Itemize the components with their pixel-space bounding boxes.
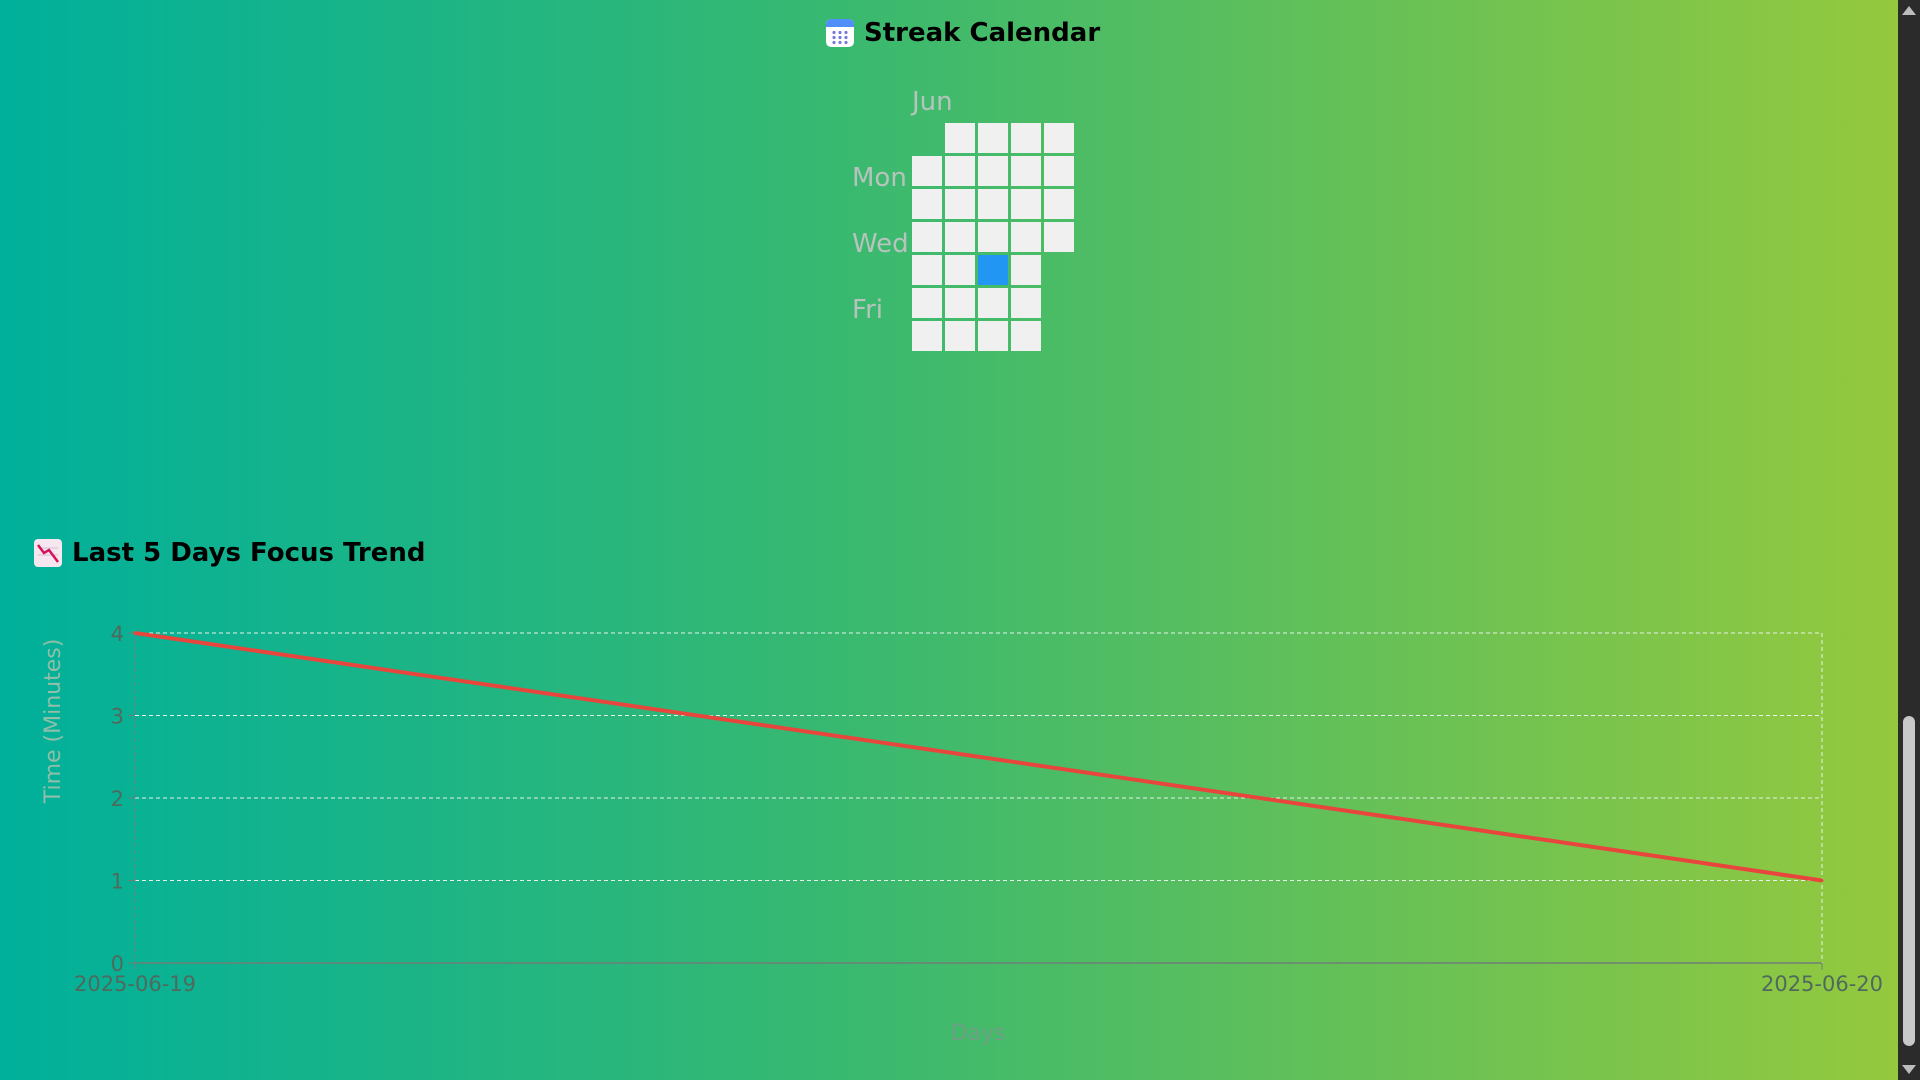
y-tick-label: 4: [111, 622, 124, 646]
vertical-scrollbar[interactable]: [1898, 0, 1920, 1080]
y-tick-label: 3: [111, 705, 124, 729]
day-label-mon: Mon: [852, 163, 907, 193]
y-tick-label: 1: [111, 870, 124, 894]
heatmap-cell[interactable]: [978, 321, 1008, 351]
heatmap-cell[interactable]: [912, 189, 942, 219]
y-axis-label: Time (Minutes): [41, 639, 66, 805]
x-axis-label: Days: [951, 1021, 1006, 1046]
heatmap-cell[interactable]: [1044, 123, 1074, 153]
calendar-title-text: Streak Calendar: [864, 18, 1101, 48]
heatmap-cell[interactable]: [978, 222, 1008, 252]
heatmap-cell[interactable]: [1011, 123, 1041, 153]
month-label: Jun: [910, 87, 953, 117]
y-tick-label: 0: [111, 952, 124, 976]
heatmap-cell[interactable]: [978, 189, 1008, 219]
heatmap-cell-active[interactable]: [978, 255, 1008, 285]
heatmap-cell[interactable]: [912, 156, 942, 186]
heatmap-cell[interactable]: [1044, 156, 1074, 186]
heatmap-cell[interactable]: [1044, 222, 1074, 252]
heatmap-cell[interactable]: [945, 222, 975, 252]
heatmap-cell[interactable]: [1011, 255, 1041, 285]
calendar-icon: [826, 19, 854, 47]
heatmap-cell[interactable]: [978, 288, 1008, 318]
trend-title: Last 5 Days Focus Trend: [34, 538, 426, 568]
heatmap-cell[interactable]: [1044, 189, 1074, 219]
series-line: [134, 631, 1823, 883]
x-tick-label: 2025-06-20: [1761, 972, 1883, 996]
heatmap-cell[interactable]: [1011, 156, 1041, 186]
heatmap-cell[interactable]: [945, 288, 975, 318]
series-point: [133, 631, 137, 635]
heatmap-cell[interactable]: [1011, 321, 1041, 351]
calendar-title: Streak Calendar: [826, 18, 1100, 48]
heatmap-cell[interactable]: [1011, 288, 1041, 318]
scrollbar-thumb[interactable]: [1903, 716, 1915, 1046]
streak-heatmap: Jun Mon Wed Fri: [852, 87, 1074, 351]
day-label-wed: Wed: [852, 229, 909, 259]
y-tick-label: 2: [111, 787, 124, 811]
heatmap-cell[interactable]: [978, 123, 1008, 153]
heatmap-cell[interactable]: [912, 321, 942, 351]
heatmap-cell[interactable]: [978, 156, 1008, 186]
x-tick-label: 2025-06-19: [74, 972, 196, 996]
heatmap-cell[interactable]: [912, 222, 942, 252]
heatmap-cell[interactable]: [945, 321, 975, 351]
heatmap-cell[interactable]: [912, 255, 942, 285]
heatmap-cell[interactable]: [945, 255, 975, 285]
heatmap-cell[interactable]: [1011, 189, 1041, 219]
scroll-up-arrow-icon[interactable]: [1902, 6, 1916, 15]
day-label-fri: Fri: [852, 295, 883, 325]
heatmap-cell[interactable]: [945, 156, 975, 186]
trend-title-text: Last 5 Days Focus Trend: [72, 538, 426, 568]
heatmap-cell[interactable]: [912, 288, 942, 318]
heatmap-cell[interactable]: [1011, 222, 1041, 252]
heatmap-cell[interactable]: [945, 123, 975, 153]
heatmap-cell[interactable]: [945, 189, 975, 219]
series-point: [1820, 879, 1824, 882]
chart-decreasing-icon: [34, 539, 62, 567]
scroll-down-arrow-icon[interactable]: [1902, 1065, 1916, 1074]
